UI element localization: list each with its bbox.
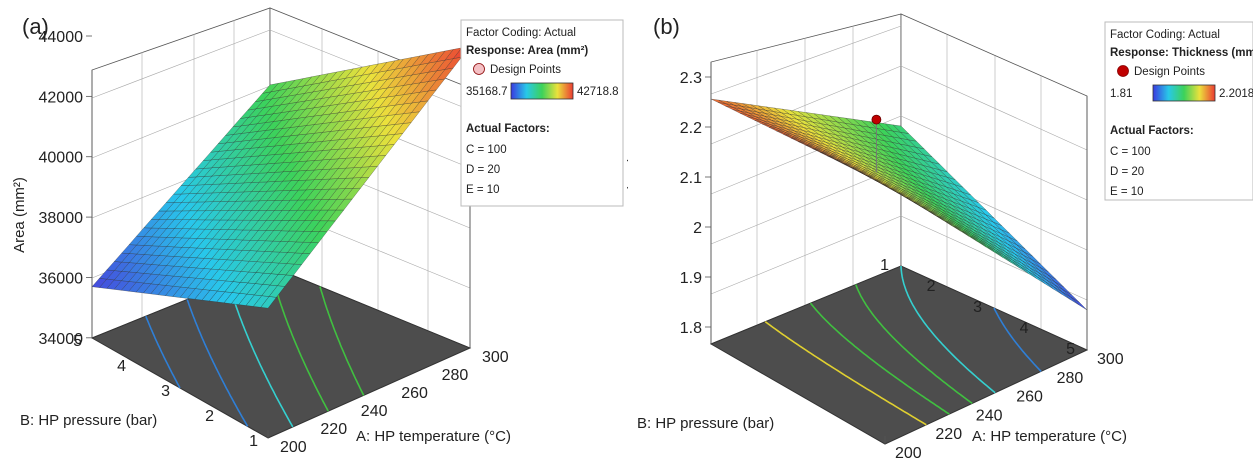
legend-response: Response: Area (mm²) [466, 45, 588, 57]
legend-coding: Factor Coding: Actual [1110, 29, 1220, 41]
legend-range-max: 2.20186 [1219, 88, 1253, 100]
panel-b: 1.8 1.9 2 2.1 2.2 2.3 200 220 240 260 280 300 1 2 3 4 5 A… [627, 0, 1253, 459]
y-tick-label: 4 [117, 358, 126, 375]
legend-factor: C = 100 [466, 144, 507, 156]
wall-gridline [900, 65, 1088, 151]
legend-box [460, 19, 624, 207]
x-tick-label: 220 [320, 421, 347, 438]
y-tick-label: 2 [205, 408, 214, 425]
x-tick-label: 260 [1016, 389, 1043, 406]
floor-contour-line [319, 286, 365, 396]
legend-design-point-marker [1117, 65, 1129, 77]
legend-factor: C = 100 [1110, 146, 1151, 158]
legend-factor: D = 20 [466, 164, 500, 176]
y-tick-label: 5 [73, 333, 82, 350]
z-tick-label: 2.3 [680, 70, 702, 87]
floor-contour-line [145, 315, 181, 389]
z-axis-title: Area (mm²) [11, 177, 28, 253]
panel-label: (a) [22, 14, 49, 39]
x-tick-label: 280 [1057, 370, 1084, 387]
y-tick-label: 1 [880, 257, 889, 274]
z-tick-label: 1.9 [680, 270, 702, 287]
legend-color-bar [510, 82, 574, 100]
wall-gridline [900, 115, 1088, 201]
x-tick-label: 280 [442, 367, 469, 384]
floor-contour-line [855, 284, 973, 405]
panel-a: 34000 36000 38000 40000 42000 44000 200 220 240 2… [11, 7, 624, 456]
legend-factors-title: Actual Factors: [466, 123, 550, 135]
wall-gridline [710, 65, 902, 145]
design-point-marker [871, 114, 882, 125]
floor-contour-line [993, 307, 1042, 372]
z-tick-label: 42000 [39, 89, 84, 106]
legend-design-point-marker [473, 63, 485, 75]
surface-plot-thickness: 1.8 1.9 2 2.1 2.2 2.3 200 220 240 260 280 300 1 2 3 4 5 A… [627, 13, 1253, 459]
legend-range-min: 1.81 [1110, 88, 1132, 100]
surface-cell [261, 82, 279, 94]
legend-factors-title: Actual Factors: [1110, 125, 1194, 137]
legend-range-max: 42718.8 [577, 86, 619, 98]
z-tick-label: 2.1 [680, 170, 702, 187]
x-axis-title: A: HP temperature (°C) [972, 428, 1127, 445]
legend-factor: D = 20 [1110, 166, 1144, 178]
z-tick-label: 2.2 [680, 120, 702, 137]
legend-color-bar [1152, 84, 1216, 102]
response-surface [710, 98, 1088, 311]
z-tick-label: 44000 [39, 29, 84, 46]
y-tick-label: 1 [249, 433, 258, 450]
y-axis-title: B: HP pressure (bar) [637, 415, 774, 432]
x-tick-label: 200 [280, 439, 307, 456]
legend-factor: E = 10 [466, 184, 500, 196]
floor-contour-line [227, 282, 294, 428]
x-tick-label: 240 [976, 407, 1003, 424]
z-tick-label: 40000 [39, 150, 84, 167]
x-tick-label: 300 [1097, 351, 1124, 368]
x-tick-label: 260 [401, 385, 428, 402]
wall-gridline [91, 29, 271, 99]
z-tick-label: 1.8 [680, 320, 702, 337]
surface-plot-area: 34000 36000 38000 40000 42000 44000 200 220 240 2… [11, 7, 624, 456]
z-tick-label: 34000 [39, 331, 84, 348]
wall-gridline [91, 85, 271, 159]
x-tick-label: 220 [935, 426, 962, 443]
wall-gridline [710, 165, 902, 245]
y-tick-label: 3 [161, 383, 170, 400]
y-tick-label: 2 [927, 278, 936, 295]
legend-range-min: 35168.7 [466, 86, 508, 98]
z-axis-title: Thickness (mm) [627, 157, 629, 264]
wall-gridline [710, 215, 902, 295]
response-surface [91, 45, 471, 309]
x-tick-label: 200 [895, 445, 922, 459]
x-tick-label: 300 [482, 349, 509, 366]
legend-response: Response: Thickness (mm) [1110, 47, 1253, 59]
floor-contour-line [186, 299, 249, 427]
y-axis-title: B: HP pressure (bar) [20, 412, 157, 429]
x-axis-title: A: HP temperature (°C) [356, 428, 511, 445]
legend-box [1104, 21, 1253, 201]
y-tick-label: 3 [973, 299, 982, 316]
legend-factor: E = 10 [1110, 186, 1144, 198]
y-tick-label: 5 [1066, 341, 1075, 358]
legend-design-points-label: Design Points [1134, 66, 1205, 78]
z-tick-label: 36000 [39, 270, 84, 287]
floor-contour-line [900, 265, 996, 394]
floor-contour-line [764, 321, 927, 426]
z-tick-label: 2 [693, 220, 702, 237]
floor-contour-line [809, 302, 950, 415]
y-tick-label: 4 [1020, 320, 1029, 337]
legend-coding: Factor Coding: Actual [466, 27, 576, 39]
wall-gridline [710, 25, 902, 95]
legend-design-points-label: Design Points [490, 64, 561, 76]
x-tick-label: 240 [361, 403, 388, 420]
panel-label: (b) [653, 14, 680, 39]
z-tick-label: 38000 [39, 210, 84, 227]
